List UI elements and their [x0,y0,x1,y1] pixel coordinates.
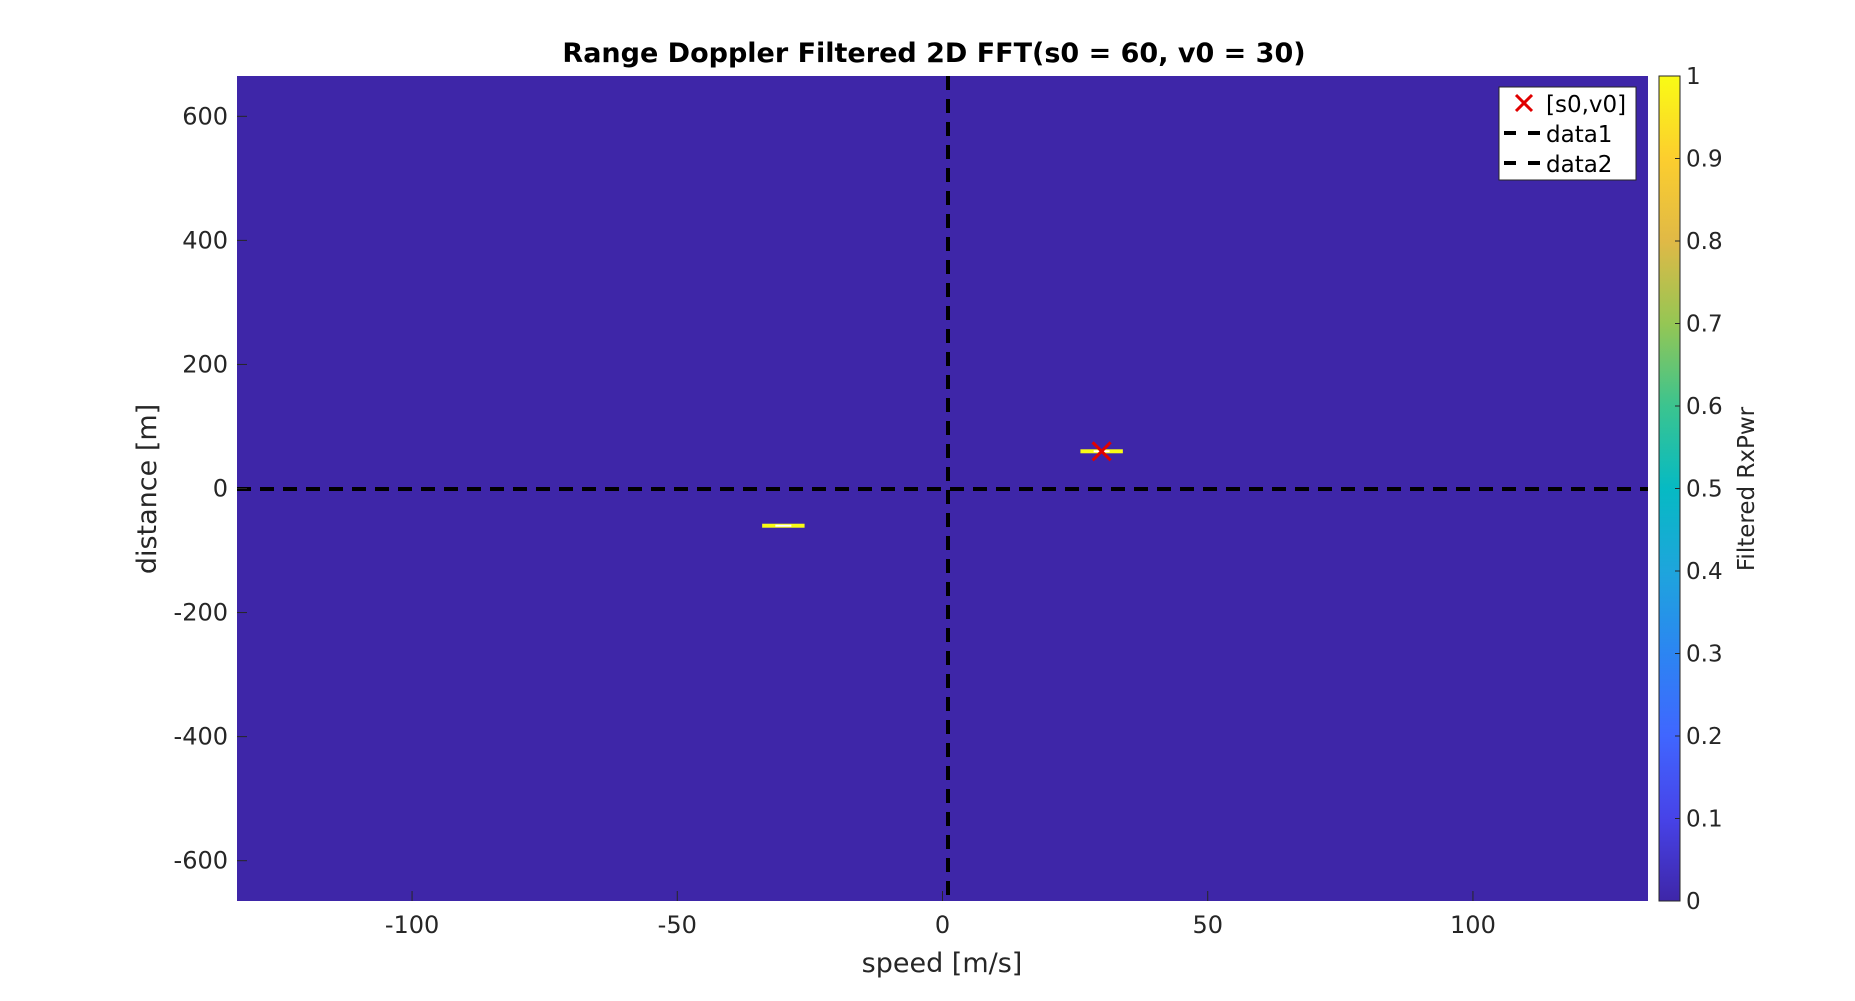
target-marker-layer [1091,441,1112,462]
legend-entry-target: [s0,v0] [1546,92,1626,118]
y-axis-label: distance [m] [132,404,163,574]
x-tick-label-1: -50 [658,911,697,939]
colorbar-label: Filtered RxPwr [1734,406,1760,571]
legend-entry-data1: data1 [1546,122,1612,148]
colorbar-tick-label-6: 0.6 [1686,394,1723,420]
y-tick-label-0: -600 [174,847,228,875]
y-tick-label-5: 400 [182,226,228,254]
legend-swatch-target [1514,93,1534,113]
legend: [s0,v0] data1 data2 [1498,86,1637,181]
y-axis-ticks: -600 -400 -200 0 200 400 600 [174,102,247,875]
colorbar-ticks: 0 0.1 0.2 0.3 0.4 0.5 0.6 0.7 0.8 0.9 1 [1675,64,1723,915]
colorbar-tick-label-0: 0 [1686,889,1701,915]
colorbar-tick-label-1: 0.1 [1686,807,1723,833]
x-tick-label-0: -100 [385,911,439,939]
y-tick-label-2: -200 [174,599,228,627]
y-tick-label-4: 200 [182,350,228,378]
colorbar-tick-label-3: 0.3 [1686,642,1723,668]
colorbar-tick-label-9: 0.9 [1686,147,1723,173]
x-tick-label-3: 50 [1192,911,1223,939]
legend-entry-data2: data2 [1546,152,1612,178]
x-axis-label: speed [m/s] [862,948,1023,979]
heatmap-peak-core-1 [775,524,792,527]
target-marker-x [1091,441,1112,462]
colorbar-tick-label-2: 0.2 [1686,724,1723,750]
colorbar-tick-label-8: 0.8 [1686,229,1723,255]
y-tick-label-1: -400 [174,723,228,751]
colorbar-tick-label-7: 0.7 [1686,312,1723,338]
x-tick-label-4: 100 [1450,911,1496,939]
colorbar-tick-label-5: 0.5 [1686,477,1723,503]
colorbar-tick-label-10: 1 [1686,64,1701,90]
y-tick-label-6: 600 [182,102,228,130]
x-tick-label-2: 0 [935,911,950,939]
colorbar-tick-label-4: 0.4 [1686,559,1723,585]
y-tick-label-3: 0 [213,475,228,503]
x-axis-ticks: -100 -50 0 50 100 [385,891,1496,939]
chart-title: Range Doppler Filtered 2D FFT(s0 = 60, v… [562,38,1305,69]
